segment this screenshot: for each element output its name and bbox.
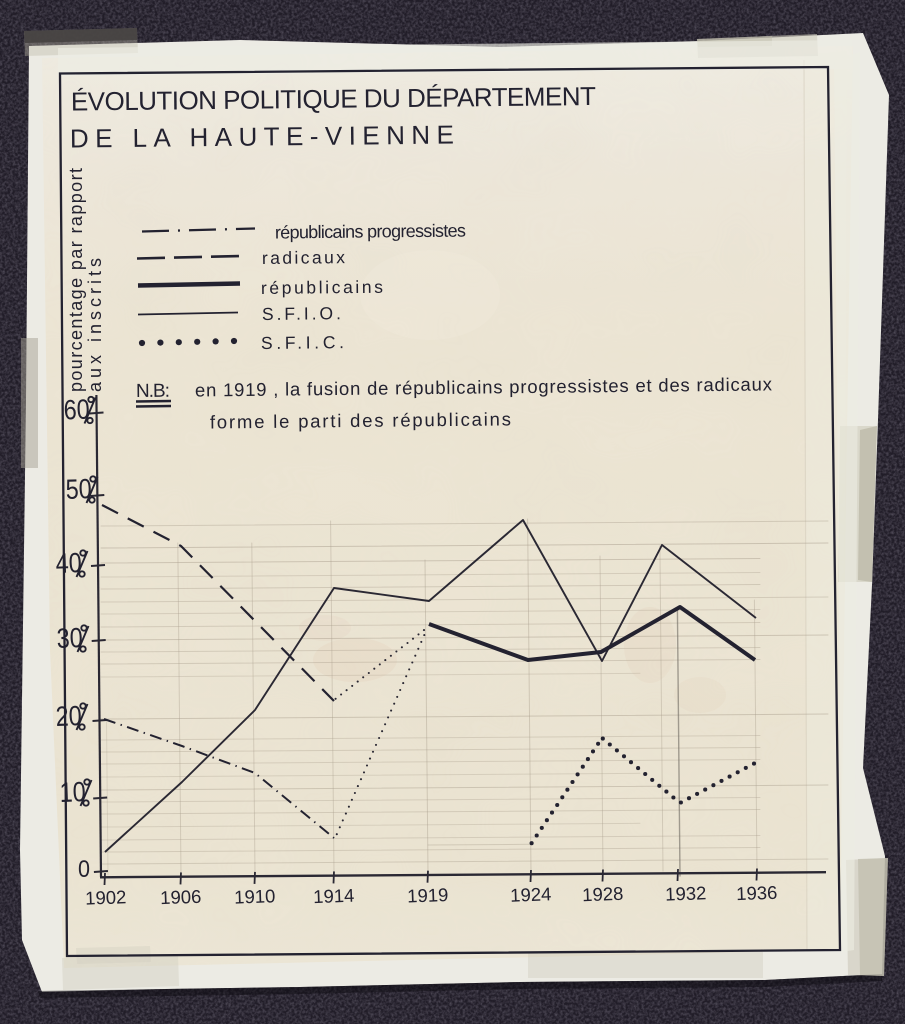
svg-text:radicaux: radicaux [262,247,345,268]
svg-text:ÉVOLUTION POLITIQUE DU DÉPARTE: ÉVOLUTION POLITIQUE DU DÉPARTEMENT [71,81,596,116]
svg-text:1902: 1902 [85,886,127,908]
svg-text:0: 0 [78,856,90,883]
svg-text:1928: 1928 [582,883,624,905]
svg-text:1924: 1924 [510,883,552,905]
svg-text:républicains progressistes: républicains progressistes [275,221,466,243]
svg-text:N.B:: N.B: [136,381,170,402]
svg-text:1910: 1910 [234,885,276,907]
svg-text:1932: 1932 [665,882,707,904]
svg-text:1936: 1936 [736,882,778,904]
svg-text:1906: 1906 [160,886,202,908]
svg-text:1914: 1914 [313,885,355,907]
svg-text:1919: 1919 [407,884,449,906]
svg-text:pourcentage par rapport: pourcentage par rapport [66,168,86,392]
svg-text:aux inscrits: aux inscrits [85,258,105,392]
